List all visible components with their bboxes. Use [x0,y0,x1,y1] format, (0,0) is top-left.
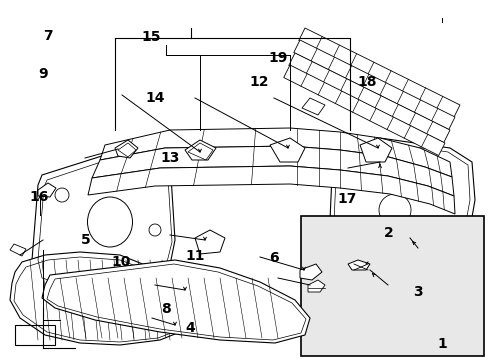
Text: 4: 4 [185,321,195,335]
Circle shape [112,282,148,318]
Polygon shape [329,138,474,285]
Text: 3: 3 [412,285,422,298]
Polygon shape [10,244,26,256]
Text: 2: 2 [383,226,393,240]
Circle shape [417,226,441,250]
Polygon shape [184,140,216,160]
Polygon shape [10,252,200,345]
Text: 19: 19 [267,51,287,65]
Polygon shape [307,280,325,292]
Circle shape [55,188,69,202]
Text: 7: 7 [43,29,53,43]
Text: 10: 10 [111,255,131,269]
Text: 6: 6 [268,252,278,265]
Circle shape [149,224,161,236]
Ellipse shape [87,197,132,247]
Text: 13: 13 [160,151,180,165]
Polygon shape [42,260,309,343]
Polygon shape [283,65,444,156]
Text: 16: 16 [29,190,49,204]
Polygon shape [269,138,305,162]
Circle shape [337,218,361,242]
Polygon shape [299,264,321,280]
Text: 8: 8 [161,302,171,316]
Text: 17: 17 [337,192,356,206]
Text: 12: 12 [249,75,268,89]
Text: 1: 1 [437,337,447,351]
Polygon shape [359,138,391,162]
Polygon shape [293,40,454,130]
Polygon shape [115,140,138,158]
Polygon shape [195,230,224,254]
Text: 5: 5 [81,234,90,247]
Text: 14: 14 [145,91,165,105]
Polygon shape [38,183,56,197]
Text: 11: 11 [185,249,205,262]
Polygon shape [288,53,449,143]
Circle shape [105,275,155,325]
Circle shape [378,194,410,226]
Bar [300,216,483,356]
Polygon shape [298,28,459,117]
Text: 9: 9 [38,67,48,81]
Polygon shape [32,148,175,290]
Polygon shape [100,128,451,177]
Text: 18: 18 [356,75,376,89]
Polygon shape [88,166,454,214]
Ellipse shape [349,261,369,275]
Polygon shape [92,146,453,196]
Text: 15: 15 [142,30,161,44]
Polygon shape [302,98,325,115]
Polygon shape [347,260,369,270]
Circle shape [407,252,427,272]
